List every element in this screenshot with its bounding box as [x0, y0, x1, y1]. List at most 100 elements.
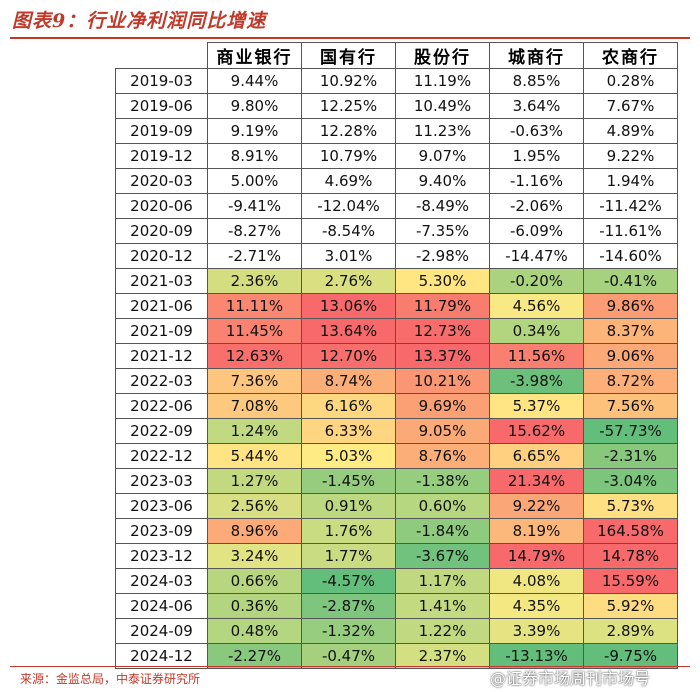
table-cell: -0.47% [301, 643, 396, 669]
table-cell: 11.11% [207, 293, 302, 319]
row-period: 2022-03 [115, 368, 208, 394]
table-cell: 2.56% [207, 493, 302, 519]
table-cell: 10.92% [301, 68, 396, 94]
table-cell: 12.73% [395, 318, 490, 344]
table-row: 2021-09 11.45% 13.64% 12.73% 0.34% 8.37% [115, 318, 678, 344]
row-period: 2020-09 [115, 218, 208, 244]
table-cell: 13.06% [301, 293, 396, 319]
table-cell: 3.01% [301, 243, 396, 269]
table-body: 2019-03 9.44% 10.92% 11.19% 8.85% 0.28% 2019-0… [115, 68, 678, 669]
row-period: 2024-06 [115, 593, 208, 619]
table-row: 2021-03 2.36% 2.76% 5.30% -0.20% -0.41% [115, 268, 678, 294]
table-cell: 4.35% [489, 593, 584, 619]
table-row: 2022-03 7.36% 8.74% 10.21% -3.98% 8.72% [115, 368, 678, 394]
table-cell: -1.16% [489, 168, 584, 194]
table-cell: 9.80% [207, 93, 302, 119]
watermark: @证券市场周刊市场号 [490, 669, 651, 688]
table-cell: -0.20% [489, 268, 584, 294]
table-cell: 0.36% [207, 593, 302, 619]
table-cell: -3.04% [583, 468, 678, 494]
table-cell: 9.86% [583, 293, 678, 319]
table-cell: 8.76% [395, 443, 490, 469]
table-cell: 12.63% [207, 343, 302, 369]
table-row: 2020-09 -8.27% -8.54% -7.35% -6.09% -11.61% [115, 218, 678, 244]
table-cell: 9.07% [395, 143, 490, 169]
row-period: 2024-12 [115, 643, 208, 669]
table-cell: 9.22% [489, 493, 584, 519]
table-cell: 7.67% [583, 93, 678, 119]
table-cell: 8.85% [489, 68, 584, 94]
table-cell: 3.39% [489, 618, 584, 644]
table-cell: -9.75% [583, 643, 678, 669]
table-cell: 9.40% [395, 168, 490, 194]
header-row: 商业银行 国有行 股份行 城商行 农商行 [115, 42, 678, 69]
table-cell: -14.47% [489, 243, 584, 269]
table-cell: 11.19% [395, 68, 490, 94]
row-period: 2022-09 [115, 418, 208, 444]
table-cell: -2.27% [207, 643, 302, 669]
table-cell: 5.73% [583, 493, 678, 519]
table-cell: 8.37% [583, 318, 678, 344]
row-period: 2023-09 [115, 518, 208, 544]
chart-title: 图表9：行业净利润同比增速 [12, 10, 267, 32]
table-cell: 14.78% [583, 543, 678, 569]
table-cell: 0.66% [207, 568, 302, 594]
table-cell: 0.91% [301, 493, 396, 519]
table-cell: -8.27% [207, 218, 302, 244]
table-row: 2024-12 -2.27% -0.47% 2.37% -13.13% -9.75% [115, 643, 678, 669]
table-cell: -6.09% [489, 218, 584, 244]
table-row: 2023-06 2.56% 0.91% 0.60% 9.22% 5.73% [115, 493, 678, 519]
table-cell: 5.00% [207, 168, 302, 194]
row-period: 2023-03 [115, 468, 208, 494]
table-cell: 5.44% [207, 443, 302, 469]
column-header: 国有行 [301, 42, 396, 69]
table-cell: -2.71% [207, 243, 302, 269]
table-row: 2021-06 11.11% 13.06% 11.79% 4.56% 9.86% [115, 293, 678, 319]
table-cell: 6.65% [489, 443, 584, 469]
table-cell: -8.49% [395, 193, 490, 219]
table-cell: 13.37% [395, 343, 490, 369]
table-cell: -4.57% [301, 568, 396, 594]
table-cell: -2.06% [489, 193, 584, 219]
table-cell: 11.45% [207, 318, 302, 344]
table-row: 2023-03 1.27% -1.45% -1.38% 21.34% -3.04% [115, 468, 678, 494]
table-cell: -9.41% [207, 193, 302, 219]
table-cell: 1.22% [395, 618, 490, 644]
title-bar: 图表9：行业净利润同比增速 [0, 0, 700, 39]
table-cell: 12.28% [301, 118, 396, 144]
table-row: 2022-12 5.44% 5.03% 8.76% 6.65% -2.31% [115, 443, 678, 469]
row-period: 2021-09 [115, 318, 208, 344]
column-header: 农商行 [583, 42, 678, 69]
table-cell: 8.96% [207, 518, 302, 544]
table-cell: 9.05% [395, 418, 490, 444]
table-cell: 1.41% [395, 593, 490, 619]
table-cell: 1.94% [583, 168, 678, 194]
source-divider [10, 666, 690, 667]
table-cell: 6.16% [301, 393, 396, 419]
table-cell: 1.77% [301, 543, 396, 569]
row-period: 2020-06 [115, 193, 208, 219]
table-row: 2020-06 -9.41% -12.04% -8.49% -2.06% -11.42% [115, 193, 678, 219]
table-cell: 12.25% [301, 93, 396, 119]
table-cell: 11.23% [395, 118, 490, 144]
column-header: 股份行 [395, 42, 490, 69]
table-cell: 5.03% [301, 443, 396, 469]
table-cell: 7.56% [583, 393, 678, 419]
row-period: 2020-03 [115, 168, 208, 194]
row-period: 2024-03 [115, 568, 208, 594]
table-cell: 5.30% [395, 268, 490, 294]
table-cell: 7.36% [207, 368, 302, 394]
table-cell: 0.34% [489, 318, 584, 344]
table-cell: -3.98% [489, 368, 584, 394]
table-cell: 0.28% [583, 68, 678, 94]
table-cell: 9.69% [395, 393, 490, 419]
corner-cell [115, 42, 208, 69]
table-row: 2021-12 12.63% 12.70% 13.37% 11.56% 9.06% [115, 343, 678, 369]
table-cell: -11.61% [583, 218, 678, 244]
table-cell: -14.60% [583, 243, 678, 269]
table-cell: 12.70% [301, 343, 396, 369]
table-cell: 9.44% [207, 68, 302, 94]
table-cell: -0.41% [583, 268, 678, 294]
table-cell: -1.45% [301, 468, 396, 494]
row-period: 2023-12 [115, 543, 208, 569]
